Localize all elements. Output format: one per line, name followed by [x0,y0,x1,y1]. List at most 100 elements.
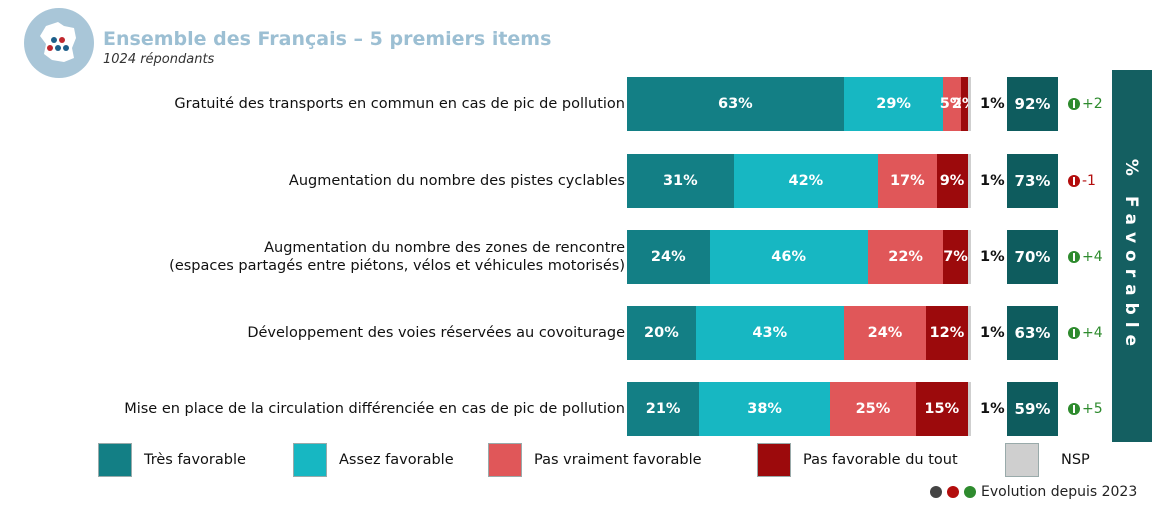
bar-value-label: 22% [888,249,923,265]
legend-label: Pas favorable du tout [803,452,958,468]
bar-segment-pas-vraiment-favorable: 25% [829,382,916,436]
bar-segment-pas-vraiment-favorable: 17% [878,154,937,208]
bar-value-label: 15% [924,401,960,417]
legend-swatch [488,443,522,477]
bar-segment-nsp [967,77,971,131]
chart-row: Développement des voies réservées au cov… [0,306,1173,360]
france-map-icon [40,22,76,62]
evolution-indicator: -1 [1068,154,1096,208]
bar-segment-pas-vraiment-favorable: 5% [940,77,964,131]
up-arrow-icon [964,486,976,498]
stacked-bar: 20% 43% 24% 12% [627,306,971,360]
bar-segment-pas-vraiment-favorable: 22% [867,230,944,284]
favorable-total-box: 63% [1007,306,1058,360]
category-label: Augmentation du nombre des zones de renc… [169,240,625,274]
evolution-value: -1 [1082,173,1096,189]
bar-value-label: 12% [929,325,965,341]
legend-item: Pas favorable du tout [757,442,958,478]
down-arrow-icon [1068,175,1080,187]
bar-segment-assez-favorable: 43% [695,306,844,360]
legend-item: Pas vraiment favorable [488,442,702,478]
bar-segment-assez-favorable: 46% [709,230,868,284]
evolution-indicator: +2 [1068,77,1103,131]
bar-segment-pas-favorable-du-tout: 9% [936,154,968,208]
legend-swatch [1005,443,1039,477]
bar-value-label: 24% [650,249,686,265]
category-label: Mise en place de la circulation différen… [124,401,625,417]
chart-title: Ensemble des Français – 5 premiers items [103,28,552,50]
legend-item: Assez favorable [293,442,454,478]
bar-segment-pas-favorable-du-tout: 2% [952,77,976,131]
bar-value-label: 24% [867,325,903,341]
bar-value-label: 31% [662,173,698,189]
nsp-value-label: 1% [980,249,1005,265]
legend-label: Pas vraiment favorable [534,452,702,468]
up-arrow-icon [1068,251,1080,263]
bar-segment-assez-favorable: 29% [843,77,944,131]
legend-swatch [98,443,132,477]
bar-value-label: 42% [788,173,824,189]
bar-segment-pas-favorable-du-tout: 7% [943,230,968,284]
evolution-indicator: +5 [1068,382,1103,436]
favorable-total-box: 59% [1007,382,1058,436]
bar-value-label: 25% [855,401,891,417]
favorable-total-box: 73% [1007,154,1058,208]
bar-segment-nsp [967,382,971,436]
legend-label: NSP [1061,452,1090,468]
chart-row: Mise en place de la circulation différen… [0,382,1173,436]
stable-icon [930,486,942,498]
bar-segment-pas-favorable-du-tout: 12% [926,306,968,360]
bar-value-label: 17% [889,173,925,189]
bar-segment-pas-favorable-du-tout: 15% [915,382,968,436]
bar-segment-tr-s-favorable: 24% [627,230,710,284]
bar-value-label: 5% [939,96,965,112]
legend-swatch [293,443,327,477]
bar-segment-assez-favorable: 42% [733,154,879,208]
nsp-value-label: 1% [980,401,1005,417]
nsp-value-label: 1% [980,325,1005,341]
evolution-value: +5 [1082,401,1103,417]
bar-value-label: 7% [943,249,968,265]
france-map-logo [24,8,94,78]
stacked-bar: 24% 46% 22% 7% [627,230,971,284]
bar-value-label: 38% [747,401,782,417]
legend-label: Assez favorable [339,452,454,468]
nsp-value-label: 1% [980,96,1005,112]
legend-item: Très favorable [98,442,246,478]
favorable-total-box: 70% [1007,230,1058,284]
chart-row: Augmentation du nombre des zones de renc… [0,230,1173,284]
bar-segment-tr-s-favorable: 21% [627,382,700,436]
footer-evolution: Evolution depuis 2023 [930,484,1137,500]
bar-segment-nsp [967,306,971,360]
evolution-indicator: +4 [1068,306,1103,360]
bar-segment-pas-vraiment-favorable: 24% [843,306,927,360]
stacked-bar: 31% 42% 17% 9% [627,154,971,208]
legend-swatch [757,443,791,477]
favorable-side-panel [1112,70,1152,442]
category-label: Gratuité des transports en commun en cas… [174,96,625,112]
bar-value-label: 46% [771,249,807,265]
chart-row: Augmentation du nombre des pistes cyclab… [0,154,1173,208]
bar-segment-tr-s-favorable: 63% [627,77,844,131]
evolution-value: +2 [1082,96,1103,112]
bar-value-label: 43% [752,325,788,341]
down-arrow-icon [947,486,959,498]
category-label: Augmentation du nombre des pistes cyclab… [288,173,625,189]
evolution-value: +4 [1082,249,1103,265]
up-arrow-icon [1068,403,1080,415]
footer-label: Evolution depuis 2023 [981,484,1138,500]
bar-segment-assez-favorable: 38% [699,382,830,436]
legend-label: Très favorable [144,452,246,468]
bar-value-label: 63% [718,96,753,112]
nsp-value-label: 1% [980,173,1005,189]
bar-value-label: 9% [939,173,965,189]
bar-segment-tr-s-favorable: 20% [627,306,696,360]
favorable-total-box: 92% [1007,77,1058,131]
up-arrow-icon [1068,98,1080,110]
bar-segment-nsp [967,230,971,284]
legend-item: NSP [1005,442,1090,478]
evolution-indicator: +4 [1068,230,1103,284]
bar-segment-tr-s-favorable: 31% [627,154,734,208]
stacked-bar: 21% 38% 25% 15% [627,382,971,436]
bar-value-label: 21% [645,401,681,417]
